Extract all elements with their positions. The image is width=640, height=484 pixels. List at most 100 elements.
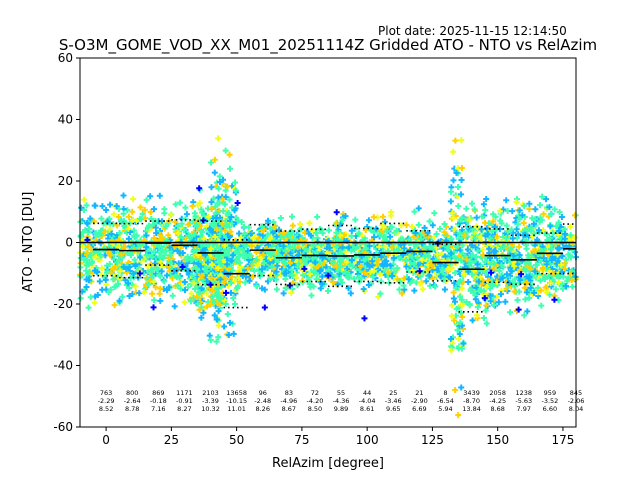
scatter-point bbox=[352, 216, 359, 223]
scatter-point bbox=[185, 221, 192, 228]
scatter-point bbox=[281, 270, 288, 277]
scatter-point bbox=[236, 274, 243, 281]
scatter-point bbox=[458, 177, 465, 184]
scatter-point bbox=[455, 412, 462, 419]
scatter-point bbox=[257, 270, 264, 277]
scatter-point bbox=[399, 290, 406, 297]
bin-stat-label: -5.63 bbox=[515, 397, 532, 405]
bin-stat-label: 1238 bbox=[516, 389, 533, 397]
bin-stat-label: 6.69 bbox=[412, 405, 426, 413]
scatter-point bbox=[143, 252, 150, 259]
scatter-point bbox=[167, 252, 174, 259]
scatter-point bbox=[208, 227, 215, 234]
scatter-point bbox=[178, 235, 185, 242]
scatter-point bbox=[468, 200, 475, 207]
scatter-point bbox=[191, 231, 198, 238]
bin-stat-label: -6.54 bbox=[437, 397, 454, 405]
scatter-point bbox=[219, 196, 226, 203]
bin-stat-label: 83 bbox=[285, 389, 293, 397]
bin-stat-label: -2.48 bbox=[254, 397, 271, 405]
scatter-point bbox=[208, 199, 215, 206]
scatter-point bbox=[317, 285, 324, 292]
scatter-point bbox=[177, 285, 184, 292]
scatter-point bbox=[190, 238, 197, 245]
scatter-point bbox=[312, 259, 319, 266]
scatter-point bbox=[234, 199, 241, 206]
scatter-point bbox=[362, 256, 369, 263]
scatter-point bbox=[137, 204, 144, 211]
scatter-point bbox=[294, 282, 301, 289]
scatter-point bbox=[156, 253, 163, 260]
scatter-point bbox=[399, 236, 406, 243]
scatter-point bbox=[268, 263, 275, 270]
scatter-point bbox=[184, 284, 191, 291]
scatter-point bbox=[130, 227, 137, 234]
scatter-point bbox=[110, 266, 117, 273]
scatter-point bbox=[85, 243, 92, 250]
scatter-point bbox=[79, 243, 86, 250]
scatter-point bbox=[126, 264, 133, 271]
scatter-point bbox=[198, 285, 205, 292]
bin-stat-label: 9.65 bbox=[386, 405, 400, 413]
scatter-point bbox=[319, 273, 326, 280]
scatter-point bbox=[305, 274, 312, 281]
scatter-point bbox=[348, 247, 355, 254]
scatter-point bbox=[330, 259, 337, 266]
scatter-point bbox=[147, 193, 154, 200]
y-tick-label: -40 bbox=[53, 359, 73, 373]
scatter-point bbox=[77, 295, 84, 302]
scatter-point bbox=[115, 213, 122, 220]
bin-stat-label: 2058 bbox=[489, 389, 506, 397]
scatter-point bbox=[306, 270, 313, 277]
scatter-point bbox=[191, 264, 198, 271]
y-tick-label: -20 bbox=[53, 297, 73, 311]
scatter-point bbox=[330, 278, 337, 285]
scatter-point bbox=[482, 219, 489, 226]
scatter-point bbox=[110, 276, 117, 283]
bin-stat-label: -4.36 bbox=[333, 397, 350, 405]
x-axis-ticks: 0 25 50 75 100 125 150 175 bbox=[102, 427, 574, 447]
scatter-point bbox=[294, 244, 301, 251]
scatter-point bbox=[204, 259, 211, 266]
scatter-point bbox=[125, 280, 132, 287]
scatter-point bbox=[569, 283, 576, 290]
scatter-point bbox=[153, 230, 160, 237]
scatter-point bbox=[463, 205, 470, 212]
scatter-point bbox=[213, 316, 220, 323]
scatter-point bbox=[157, 232, 164, 239]
scatter-point bbox=[152, 284, 159, 291]
scatter-point bbox=[215, 322, 222, 329]
scatter-point bbox=[282, 247, 289, 254]
scatter-point bbox=[360, 286, 367, 293]
scatter-point bbox=[181, 279, 188, 286]
scatter-point bbox=[104, 268, 111, 275]
scatter-point bbox=[233, 285, 240, 292]
scatter-point bbox=[480, 315, 487, 322]
scatter-point bbox=[380, 213, 387, 220]
scatter-point bbox=[158, 246, 165, 253]
scatter-point bbox=[224, 183, 231, 190]
scatter-point bbox=[282, 285, 289, 292]
scatter-point bbox=[181, 287, 188, 294]
scatter-point bbox=[337, 232, 344, 239]
scatter-point bbox=[88, 258, 95, 265]
scatter-point bbox=[264, 231, 271, 238]
scatter-point bbox=[148, 272, 155, 279]
scatter-point bbox=[87, 215, 94, 222]
scatter-point bbox=[514, 297, 521, 304]
scatter-point bbox=[150, 304, 157, 311]
scatter-point bbox=[107, 201, 114, 208]
scatter-point bbox=[365, 282, 372, 289]
scatter-point bbox=[193, 223, 200, 230]
y-tick-label: -60 bbox=[53, 420, 73, 434]
scatter-point bbox=[503, 222, 510, 229]
scatter-point bbox=[288, 228, 295, 235]
scatter-point bbox=[520, 220, 527, 227]
bin-stat-label: 13658 bbox=[226, 389, 247, 397]
scatter-point bbox=[205, 214, 212, 221]
scatter-point bbox=[207, 301, 214, 308]
scatter-point bbox=[441, 229, 448, 236]
scatter-point bbox=[419, 240, 426, 247]
scatter-point bbox=[277, 215, 284, 222]
scatter-point bbox=[225, 332, 232, 339]
